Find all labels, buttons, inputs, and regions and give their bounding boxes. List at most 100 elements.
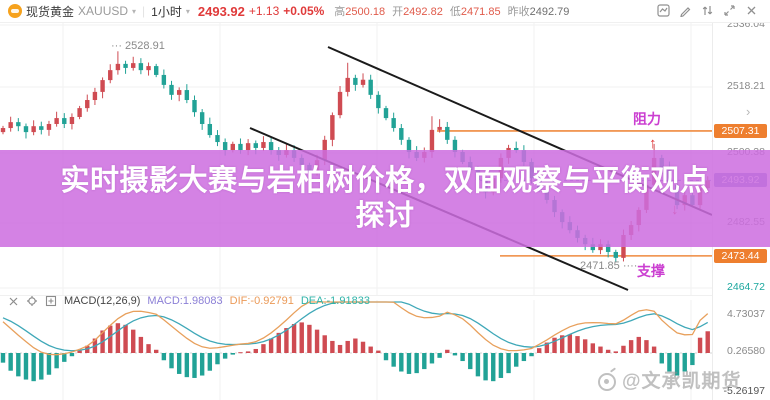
candle xyxy=(376,94,381,109)
price-axis-tick: 0.26580 xyxy=(727,345,765,357)
watermark: @文承凯期货 xyxy=(596,366,742,393)
candle xyxy=(445,126,450,140)
price-axis-badge: 2473.44 xyxy=(714,249,767,263)
timeframe-label: 1小时 xyxy=(151,4,182,19)
symbol-name: 现货黄金 xyxy=(26,4,75,19)
candle xyxy=(146,66,151,71)
candle xyxy=(46,123,52,130)
macd-histogram-bar xyxy=(353,338,358,353)
dif-line xyxy=(2,301,709,356)
candle xyxy=(85,100,90,109)
macd-histogram-bar xyxy=(169,353,174,369)
macd-histogram-bar xyxy=(644,340,649,353)
candle xyxy=(215,135,220,143)
price-axis-tick: 2464.72 xyxy=(727,281,765,293)
gear-icon[interactable] xyxy=(26,295,38,307)
candle xyxy=(62,118,67,124)
gold-coin-icon xyxy=(8,4,22,18)
macd-histogram-bar xyxy=(659,353,664,364)
candle xyxy=(16,122,21,127)
macd-histogram-bar xyxy=(54,353,59,369)
candle xyxy=(238,143,243,151)
close-icon[interactable] xyxy=(8,296,19,307)
candle xyxy=(253,143,258,148)
candle xyxy=(100,80,105,92)
watermark-text: @文承凯期货 xyxy=(622,371,742,392)
candle xyxy=(261,142,266,148)
indicator-icon[interactable] xyxy=(657,4,670,17)
price-axis-tick: 2518.21 xyxy=(727,80,765,92)
macd-histogram-bar xyxy=(69,353,75,357)
price-change-pct: +0.05% xyxy=(283,4,325,18)
fullscreen-icon[interactable] xyxy=(723,4,736,17)
macd-histogram-bar xyxy=(651,346,657,353)
macd-histogram-bar xyxy=(199,353,205,376)
macd-histogram-bar xyxy=(77,350,82,353)
macd-histogram-bar xyxy=(491,353,496,382)
open-value: 2492.82 xyxy=(403,6,443,18)
macd-histogram-bar xyxy=(468,353,473,370)
draw-pencil-icon[interactable] xyxy=(679,4,692,17)
macd-histogram-bar xyxy=(475,353,481,377)
candle xyxy=(69,116,75,124)
candle xyxy=(108,70,113,81)
macd-histogram-bar xyxy=(667,353,672,372)
candle xyxy=(169,84,174,95)
candle xyxy=(0,128,6,133)
price-axis-tick: 4.73037 xyxy=(727,308,765,320)
macd-chart xyxy=(0,300,712,400)
macd-title: MACD(12,26,9) xyxy=(64,295,141,307)
candle xyxy=(353,77,358,85)
macd-histogram-bar xyxy=(460,353,465,362)
candle xyxy=(322,139,327,161)
candle xyxy=(207,123,213,136)
macd-histogram-bar xyxy=(598,346,603,353)
macd-histogram-bar xyxy=(399,353,404,372)
price-group: 2493.92 +1.13 +0.05% xyxy=(198,4,324,19)
macd-histogram-bar xyxy=(330,340,335,353)
macd-histogram-bar xyxy=(636,336,641,353)
macd-histogram-bar xyxy=(245,351,251,353)
symbol-selector[interactable]: 现货黄金 XAUUSD ▾ xyxy=(8,3,136,20)
macd-histogram-bar xyxy=(368,346,373,353)
timeframe-selector[interactable]: 1小时 ▾ xyxy=(151,3,190,20)
macd-histogram-bar xyxy=(552,337,557,353)
candle xyxy=(391,118,396,129)
macd-histogram-bar xyxy=(621,345,626,353)
macd-histogram-bar xyxy=(360,341,366,353)
macd-histogram-bar xyxy=(590,343,596,353)
last-price: 2493.92 xyxy=(197,3,245,19)
axis-collapse-chevron[interactable]: › xyxy=(746,104,751,119)
macd-histogram-bar xyxy=(154,349,159,353)
macd-histogram-bar xyxy=(307,324,312,353)
macd-histogram-bar xyxy=(582,339,588,353)
macd-histogram-bar xyxy=(261,344,266,353)
high-label: 高 xyxy=(334,6,346,18)
candle xyxy=(452,139,458,153)
macd-histogram-bar xyxy=(559,335,565,353)
candle xyxy=(184,90,190,101)
close-icon[interactable] xyxy=(745,4,758,17)
divider: | xyxy=(142,4,146,18)
chevron-down-icon: ▾ xyxy=(185,6,190,16)
candle xyxy=(406,139,412,153)
chart-toolbar xyxy=(657,4,758,17)
macd-histogram-bar xyxy=(176,353,182,374)
macd-histogram-bar xyxy=(284,328,289,353)
macd-histogram-bar xyxy=(291,324,297,353)
symbol-ticker: XAUUSD xyxy=(78,4,129,18)
candle xyxy=(77,108,82,117)
low-value: 2471.85 xyxy=(460,6,501,18)
compare-arrows-icon[interactable] xyxy=(701,4,714,17)
candle xyxy=(605,244,611,252)
candle xyxy=(437,126,442,130)
candle xyxy=(399,128,404,140)
candle xyxy=(54,118,59,124)
candle xyxy=(31,126,36,133)
macd-histogram-bar xyxy=(345,340,350,353)
macd-histogram-bar xyxy=(628,340,634,353)
maximize-icon[interactable] xyxy=(45,295,57,307)
macd-histogram-bar xyxy=(452,353,458,356)
macd-header: MACD(12,26,9) MACD:1.98083 DIF:-0.92791 … xyxy=(8,295,370,307)
macd-histogram-bar xyxy=(383,353,389,361)
